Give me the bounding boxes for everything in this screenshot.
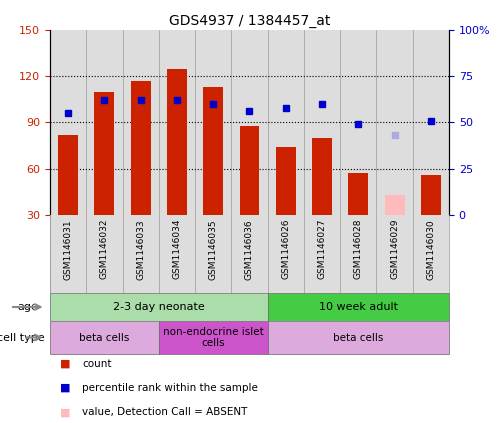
Bar <box>267 293 449 321</box>
Text: non-endocrine islet
cells: non-endocrine islet cells <box>163 327 263 348</box>
Bar <box>385 195 405 215</box>
Text: GSM1146029: GSM1146029 <box>390 219 399 280</box>
Bar <box>421 175 441 215</box>
Text: GSM1146034: GSM1146034 <box>173 219 182 280</box>
Text: beta cells: beta cells <box>79 332 130 343</box>
Bar <box>50 321 159 354</box>
Text: count: count <box>82 359 112 369</box>
Bar <box>50 293 267 321</box>
Text: GSM1146033: GSM1146033 <box>136 219 145 280</box>
Text: GSM1146035: GSM1146035 <box>209 219 218 280</box>
Bar <box>94 92 114 215</box>
Text: age: age <box>17 302 38 312</box>
Text: 2-3 day neonate: 2-3 day neonate <box>113 302 205 312</box>
Text: GSM1146036: GSM1146036 <box>245 219 254 280</box>
Text: GSM1146031: GSM1146031 <box>64 219 73 280</box>
Text: ■: ■ <box>60 407 70 417</box>
Bar <box>240 126 259 215</box>
Text: ■: ■ <box>60 383 70 393</box>
Bar <box>131 81 151 215</box>
Bar <box>276 147 296 215</box>
Text: 10 week adult: 10 week adult <box>319 302 398 312</box>
Title: GDS4937 / 1384457_at: GDS4937 / 1384457_at <box>169 14 330 27</box>
Text: GSM1146028: GSM1146028 <box>354 219 363 280</box>
Text: percentile rank within the sample: percentile rank within the sample <box>82 383 258 393</box>
Bar <box>58 135 78 215</box>
Text: GSM1146027: GSM1146027 <box>317 219 326 280</box>
Text: cell type: cell type <box>0 332 44 343</box>
Bar <box>159 321 267 354</box>
Bar <box>167 69 187 215</box>
Text: beta cells: beta cells <box>333 332 384 343</box>
Bar <box>203 87 223 215</box>
Bar <box>312 138 332 215</box>
Text: GSM1146026: GSM1146026 <box>281 219 290 280</box>
Bar <box>348 173 368 215</box>
Text: value, Detection Call = ABSENT: value, Detection Call = ABSENT <box>82 407 248 417</box>
Bar <box>267 321 449 354</box>
Text: ■: ■ <box>60 359 70 369</box>
Text: GSM1146032: GSM1146032 <box>100 219 109 280</box>
Text: GSM1146030: GSM1146030 <box>426 219 435 280</box>
